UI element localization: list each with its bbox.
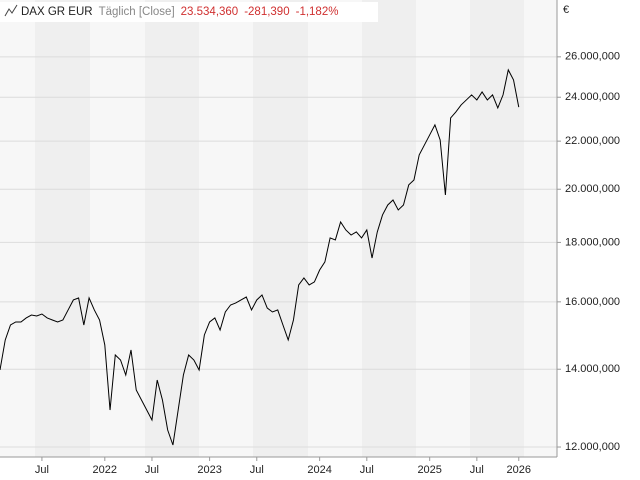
x-tick-label: Jul bbox=[250, 464, 264, 476]
x-tick-label: Jul bbox=[470, 464, 484, 476]
header: DAX GR EUR Täglich [Close] 23.534,360 -2… bbox=[0, 2, 378, 22]
line-icon bbox=[4, 4, 18, 17]
x-tick-label: 2026 bbox=[507, 464, 531, 476]
y-tick-label: 22.000,000 bbox=[565, 135, 620, 147]
instrument-name: DAX GR EUR bbox=[21, 6, 93, 18]
x-tick-label: Jul bbox=[145, 464, 159, 476]
change: -281,390 bbox=[244, 6, 289, 18]
y-tick-label: 14.000,000 bbox=[565, 363, 620, 375]
band bbox=[145, 0, 199, 457]
x-tick-label: 2025 bbox=[417, 464, 441, 476]
x-tick-label: 2023 bbox=[197, 464, 221, 476]
band bbox=[362, 0, 416, 457]
x-tick-label: Jul bbox=[35, 464, 49, 476]
y-tick-label: 12.000,000 bbox=[565, 441, 620, 453]
x-tick-label: Jul bbox=[360, 464, 374, 476]
band bbox=[35, 0, 90, 457]
period-bands bbox=[35, 0, 524, 457]
last-value: 23.534,360 bbox=[181, 6, 239, 18]
unit-label: € bbox=[563, 4, 569, 16]
y-tick-label: 26.000,000 bbox=[565, 51, 620, 63]
x-tick-label: 2022 bbox=[93, 464, 117, 476]
y-tick-label: 16.000,000 bbox=[565, 296, 620, 308]
x-tick-label: 2024 bbox=[307, 464, 331, 476]
band bbox=[470, 0, 524, 457]
y-tick-label: 24.000,000 bbox=[565, 91, 620, 103]
price-line bbox=[0, 68, 520, 446]
band bbox=[253, 0, 308, 457]
y-tick-label: 20.000,000 bbox=[565, 183, 620, 195]
interval: Täglich [Close] bbox=[99, 6, 175, 18]
header-background bbox=[0, 2, 378, 22]
change-percent: -1,182% bbox=[296, 6, 339, 18]
y-tick-label: 18.000,000 bbox=[565, 236, 620, 248]
